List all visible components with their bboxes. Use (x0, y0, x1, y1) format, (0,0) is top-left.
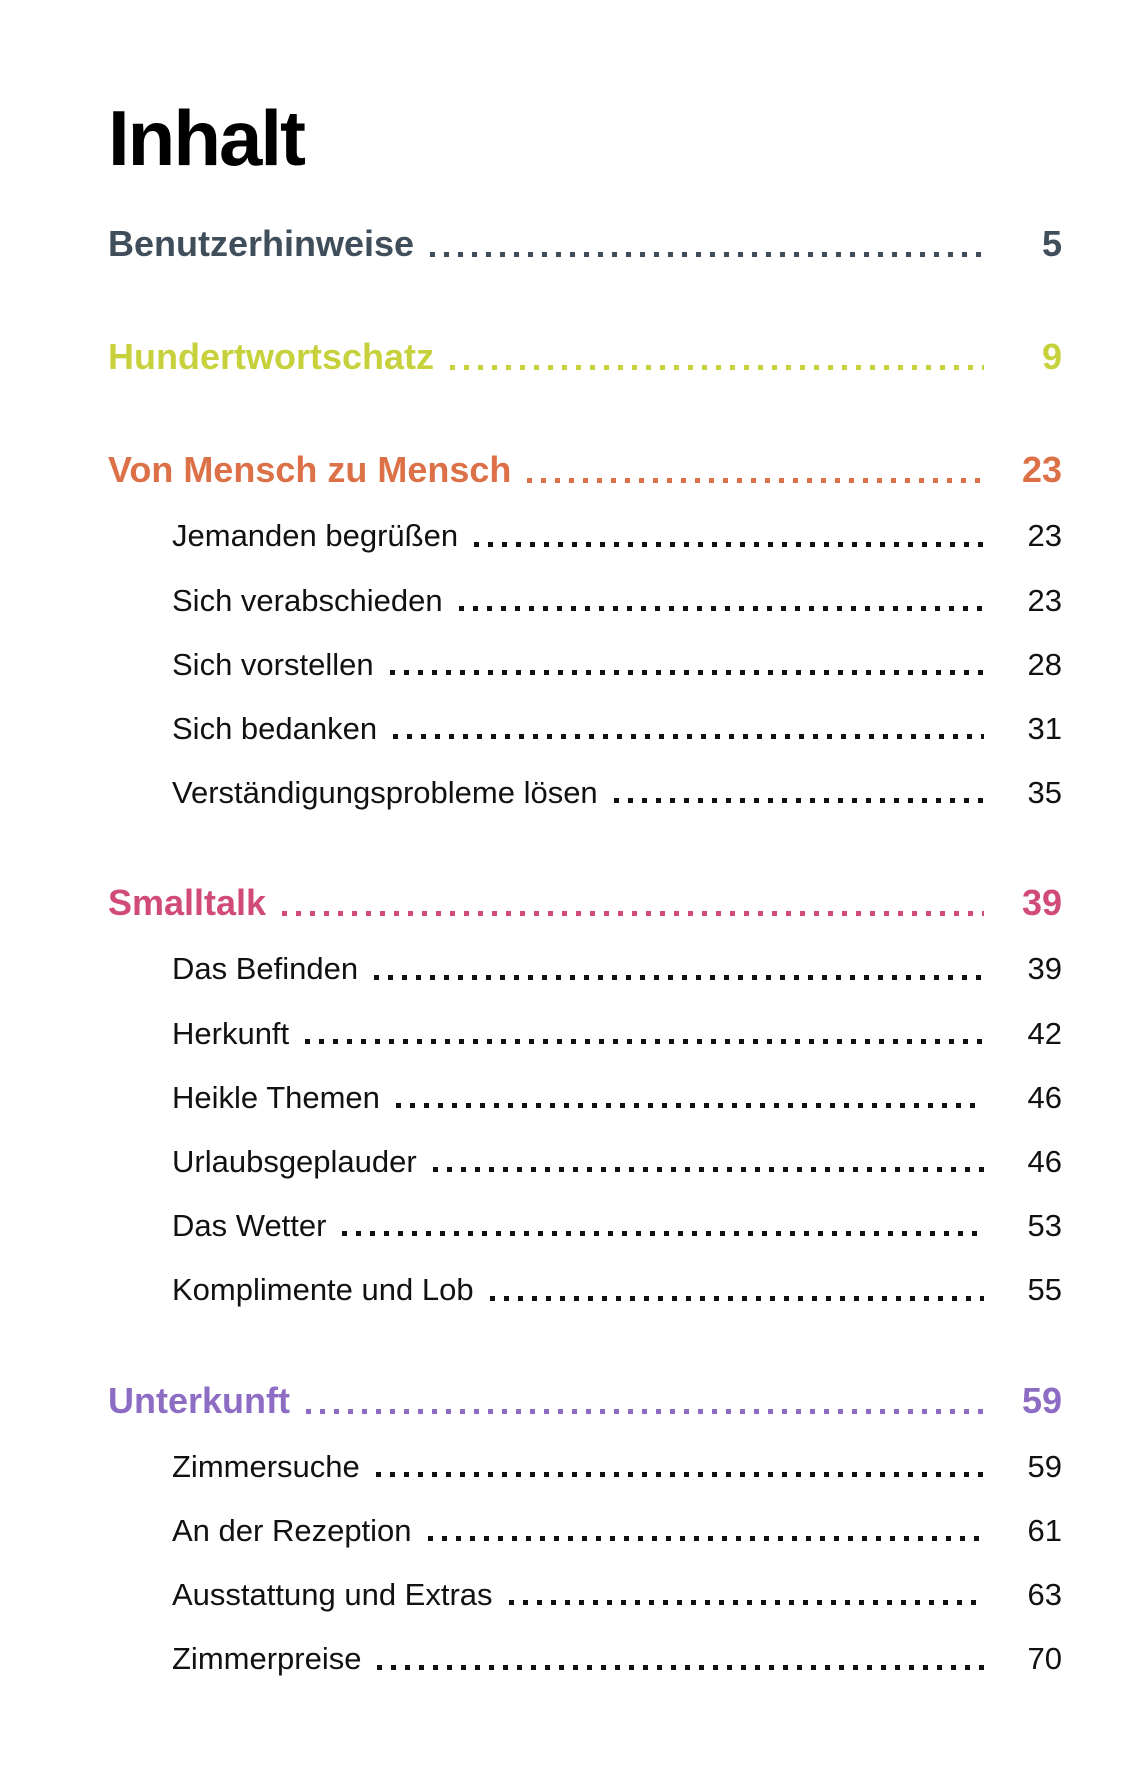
dot-leader (430, 251, 984, 257)
toc-item-row: Zimmerpreise 70 (172, 1640, 1062, 1677)
toc-item-row-label: Das Befinden (172, 951, 359, 987)
toc-section-row-page-number: 59 (1021, 1379, 1062, 1421)
dot-leader (375, 1471, 984, 1477)
toc-item-row-page-number: 70 (1027, 1641, 1062, 1677)
toc-item-row-label: Sich verabschieden (172, 582, 443, 618)
toc-item-row: Das Befinden 39 (172, 950, 1062, 987)
toc-section-row-label: Benutzerhinweise (108, 222, 415, 264)
dot-leader (450, 365, 984, 371)
toc-item-row-page-number: 59 (1027, 1448, 1062, 1484)
toc-item-row: Heikle Themen 46 (172, 1079, 1062, 1116)
toc-section-row-label: Unterkunft (108, 1379, 290, 1421)
toc-section-row-label: Smalltalk (108, 882, 267, 924)
toc-item-row-label: Sich vorstellen (172, 646, 374, 682)
dot-leader (377, 1664, 984, 1670)
toc-item-row-page-number: 23 (1027, 518, 1062, 554)
toc-item-row-page-number: 46 (1027, 1079, 1062, 1115)
dot-leader (508, 1600, 984, 1606)
toc-item-row-page-number: 53 (1027, 1208, 1062, 1244)
dot-leader (393, 734, 984, 740)
dot-leader (342, 1231, 984, 1237)
dot-leader (613, 798, 984, 804)
toc-section-row: Unterkunft 59 (108, 1379, 1062, 1422)
dot-leader (282, 911, 984, 917)
toc-item-row-label: Verständigungsprobleme lösen (172, 775, 598, 811)
dot-leader (374, 974, 984, 980)
toc-item-row-label: Komplimente und Lob (172, 1272, 474, 1308)
toc-item-row: Zimmersuche 59 (172, 1448, 1062, 1485)
toc-item-row: Ausstattung und Extras 63 (172, 1576, 1062, 1613)
toc-item-row: Urlaubsgeplauder 46 (172, 1143, 1062, 1180)
toc-item-row: Sich vorstellen 28 (172, 646, 1062, 683)
toc-section-row: Hundertwortschatz 9 (108, 335, 1062, 378)
dot-leader (458, 605, 984, 611)
toc-section-row-page-number: 9 (1041, 335, 1062, 377)
toc-item-row-page-number: 35 (1027, 775, 1062, 811)
dot-leader (306, 1408, 984, 1414)
dot-leader (474, 541, 984, 547)
toc-section-row-label: Von Mensch zu Mensch (108, 449, 512, 491)
toc-item-row-page-number: 31 (1027, 710, 1062, 746)
toc-item-row: Sich bedanken 31 (172, 710, 1062, 747)
toc-item-row: Sich verabschieden 23 (172, 582, 1062, 619)
toc-item-row-label: Zimmerpreise (172, 1641, 362, 1677)
toc-item-row-page-number: 61 (1027, 1512, 1062, 1548)
toc-list: Benutzerhinweise 5 Hundertwortschatz 9 Von M… (108, 222, 1062, 1678)
dot-leader (305, 1038, 984, 1044)
dot-leader (432, 1167, 984, 1173)
toc-item-row-label: Das Wetter (172, 1208, 327, 1244)
toc-section-row-label: Hundertwortschatz (108, 335, 435, 377)
toc-item-row-label: Ausstattung und Extras (172, 1577, 493, 1613)
toc-section-row: Benutzerhinweise 5 (108, 222, 1062, 265)
toc-item-row-label: Urlaubsgeplauder (172, 1144, 417, 1180)
toc-section-row-page-number: 39 (1021, 882, 1062, 924)
toc-item-row-page-number: 46 (1027, 1144, 1062, 1180)
toc-item-row: Jemanden begrüßen 23 (172, 517, 1062, 554)
toc-item-row-label: Zimmersuche (172, 1448, 360, 1484)
dot-leader (389, 669, 984, 675)
toc-item-row-label: Heikle Themen (172, 1079, 380, 1115)
toc-item-row-label: Herkunft (172, 1015, 290, 1051)
toc-item-row-page-number: 23 (1027, 582, 1062, 618)
toc-item-row-page-number: 39 (1027, 951, 1062, 987)
toc-item-row: Das Wetter 53 (172, 1207, 1062, 1244)
toc-item-row: Herkunft 42 (172, 1015, 1062, 1052)
toc-section-row: Von Mensch zu Mensch 23 (108, 448, 1062, 491)
toc-item-row-label: Jemanden begrüßen (172, 518, 459, 554)
toc-section-row-page-number: 5 (1041, 222, 1062, 264)
toc-item-row: An der Rezeption 61 (172, 1512, 1062, 1549)
dot-leader (489, 1295, 984, 1301)
toc-section-row-page-number: 23 (1021, 449, 1062, 491)
toc-item-row: Verständigungsprobleme lösen 35 (172, 774, 1062, 811)
page-title: Inhalt (108, 94, 306, 182)
toc-item-row-page-number: 63 (1027, 1577, 1062, 1613)
toc-section-row: Smalltalk 39 (108, 881, 1062, 924)
toc-item-row-label: An der Rezeption (172, 1512, 412, 1548)
toc-item-row-page-number: 42 (1027, 1015, 1062, 1051)
toc-item-row: Komplimente und Lob 55 (172, 1271, 1062, 1308)
toc-item-row-label: Sich bedanken (172, 710, 378, 746)
toc-item-row-page-number: 55 (1027, 1272, 1062, 1308)
dot-leader (427, 1536, 984, 1542)
dot-leader (527, 478, 984, 484)
toc-item-row-page-number: 28 (1027, 646, 1062, 682)
dot-leader (395, 1103, 984, 1109)
